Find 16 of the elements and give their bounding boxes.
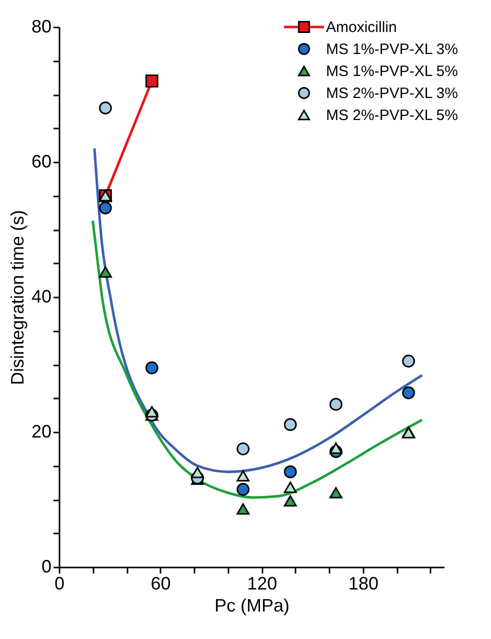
y-tick-label: 80 xyxy=(31,16,52,36)
legend-label: MS 1%-PVP-XL 5% xyxy=(326,63,458,80)
legend-label: MS 2%-PVP-XL 5% xyxy=(326,107,458,124)
y-tick-label: 20 xyxy=(31,422,52,442)
x-tick-label: 120 xyxy=(247,574,278,594)
y-tick-label: 0 xyxy=(41,556,52,576)
y-axis-title: Disintegration time (s) xyxy=(7,210,28,386)
y-tick-label: 40 xyxy=(31,286,52,306)
legend-label: Amoxicillin xyxy=(326,19,397,36)
legend-label: MS 1%-PVP-XL 3% xyxy=(326,41,458,58)
y-tick-label: 60 xyxy=(31,152,52,172)
x-axis-title: Pc (MPa) xyxy=(214,596,290,616)
x-tick-label: 180 xyxy=(348,574,378,594)
legend-label: MS 2%-PVP-XL 3% xyxy=(326,85,458,102)
x-tick-label: 60 xyxy=(150,574,171,594)
x-tick-label: 0 xyxy=(54,574,65,594)
